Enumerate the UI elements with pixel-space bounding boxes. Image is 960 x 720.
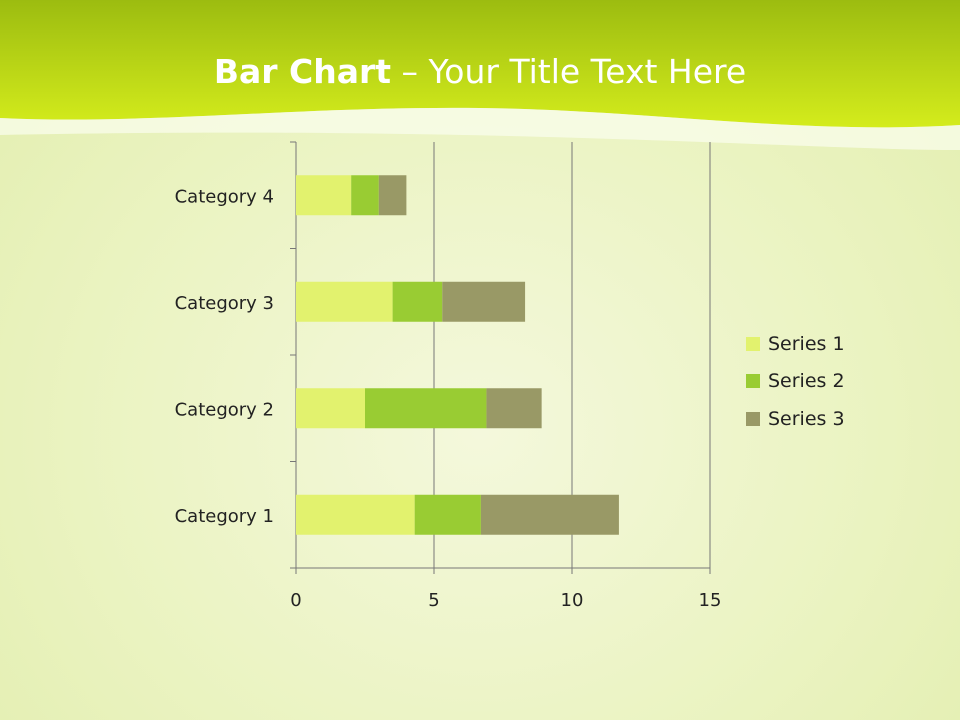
x-tick-label: 5 xyxy=(428,590,439,611)
bar-series-3-category-2 xyxy=(486,388,542,429)
legend-swatch xyxy=(746,411,760,426)
bar-series-2-category-1 xyxy=(414,494,481,535)
bar-series-3-category-3 xyxy=(442,281,526,322)
legend-label: Series 3 xyxy=(768,407,845,430)
legend: Series 1 Series 2 Series 3 xyxy=(746,325,845,438)
legend-swatch xyxy=(746,336,760,351)
legend-item: Series 3 xyxy=(746,400,845,438)
slide-title: Bar Chart – Your Title Text Here xyxy=(213,52,747,91)
legend-swatch xyxy=(746,374,760,389)
category-label: Category 3 xyxy=(175,293,274,314)
legend-item: Series 1 xyxy=(746,325,845,363)
category-label: Category 2 xyxy=(175,399,274,420)
bar-series-2-category-4 xyxy=(351,175,379,216)
x-tick-label: 0 xyxy=(290,590,301,611)
category-label: Category 4 xyxy=(175,186,274,207)
x-tick-label: 10 xyxy=(561,590,584,611)
bar-series-1-category-1 xyxy=(296,494,415,535)
bar-series-2-category-2 xyxy=(365,388,487,429)
bar-series-2-category-3 xyxy=(392,281,443,322)
bar-series-1-category-2 xyxy=(296,388,365,429)
header-band xyxy=(0,0,960,128)
category-label: Category 1 xyxy=(175,506,274,527)
legend-label: Series 1 xyxy=(768,332,845,355)
bar-series-1-category-3 xyxy=(296,281,393,322)
x-tick-label: 15 xyxy=(699,590,722,611)
legend-label: Series 2 xyxy=(768,370,845,393)
bar-series-1-category-4 xyxy=(296,175,352,216)
bar-series-3-category-1 xyxy=(480,494,619,535)
legend-item: Series 2 xyxy=(746,363,845,401)
bar-series-3-category-4 xyxy=(378,175,407,216)
